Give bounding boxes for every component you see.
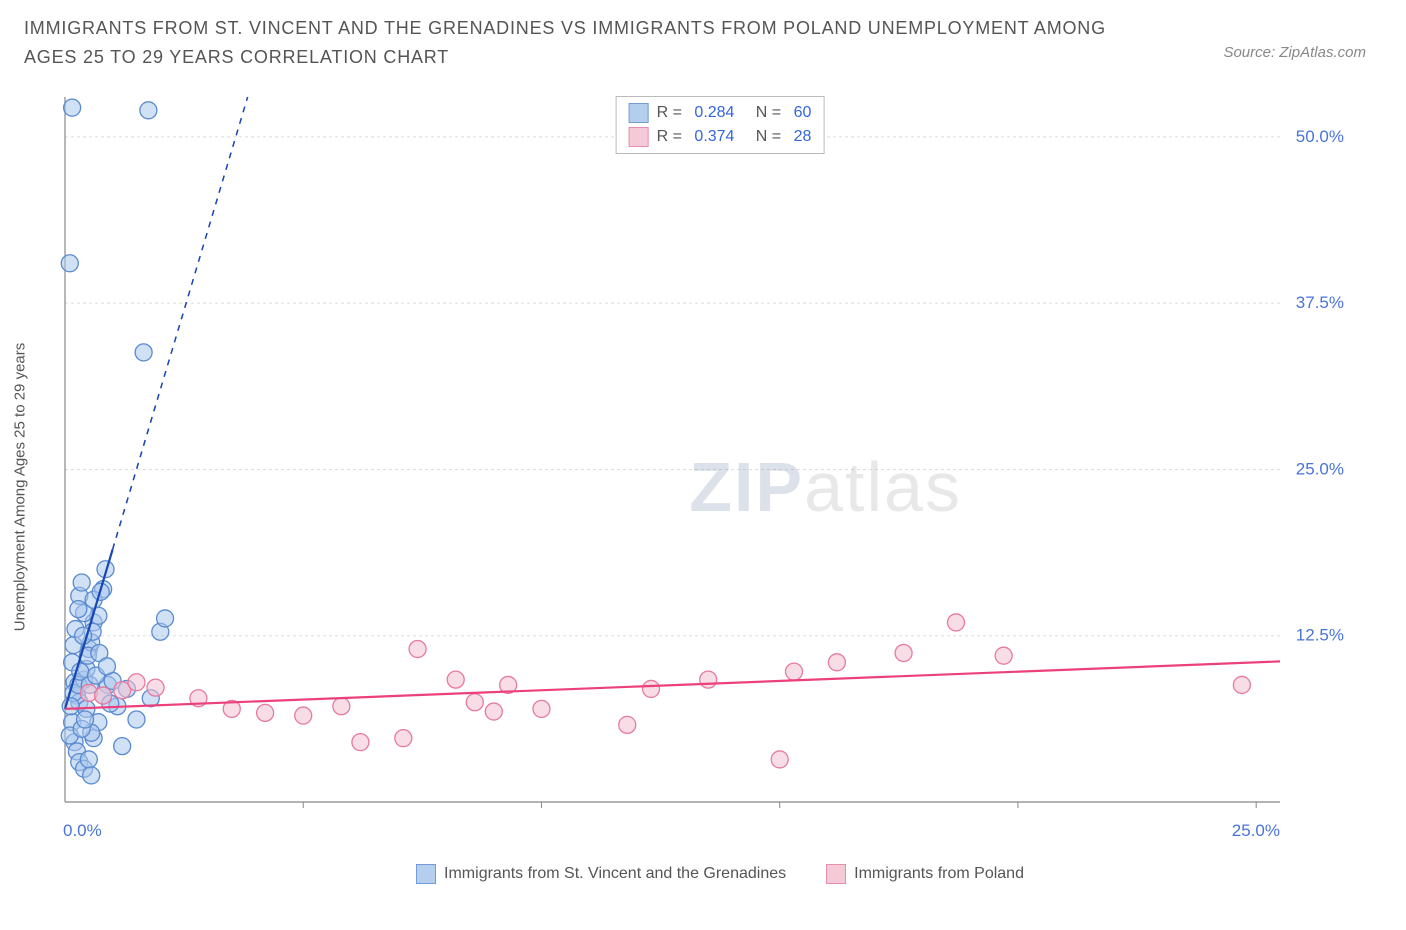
series-legend-item: Immigrants from St. Vincent and the Gren… <box>416 864 786 884</box>
svg-text:25.0%: 25.0% <box>1296 459 1344 478</box>
data-point <box>70 601 87 618</box>
chart-title: IMMIGRANTS FROM ST. VINCENT AND THE GREN… <box>24 14 1144 72</box>
data-point <box>135 344 152 361</box>
scatter-chart: Unemployment Among Ages 25 to 29 years Z… <box>60 92 1380 882</box>
data-point <box>533 700 550 717</box>
data-point <box>128 711 145 728</box>
legend-r-label: R = <box>657 101 687 125</box>
regression-line <box>65 661 1280 708</box>
data-point <box>466 694 483 711</box>
data-point <box>447 671 464 688</box>
data-point <box>1233 676 1250 693</box>
svg-text:0.0%: 0.0% <box>63 821 102 840</box>
legend-r-value: 0.284 <box>694 101 734 125</box>
data-point <box>895 645 912 662</box>
svg-text:50.0%: 50.0% <box>1296 127 1344 146</box>
data-point <box>95 687 112 704</box>
data-point <box>147 679 164 696</box>
data-point <box>140 102 157 119</box>
data-point <box>700 671 717 688</box>
legend-n-value: 28 <box>794 125 812 149</box>
legend-r-value: 0.374 <box>694 125 734 149</box>
data-point <box>257 704 274 721</box>
svg-text:37.5%: 37.5% <box>1296 293 1344 312</box>
data-point <box>295 707 312 724</box>
legend-swatch <box>416 864 436 884</box>
series-name: Immigrants from Poland <box>854 865 1024 883</box>
legend-swatch <box>629 127 649 147</box>
data-point <box>409 641 426 658</box>
legend-swatch <box>629 103 649 123</box>
data-point <box>80 751 97 768</box>
data-point <box>828 654 845 671</box>
data-point <box>333 698 350 715</box>
data-point <box>64 99 81 116</box>
legend-n-label: N = <box>742 125 785 149</box>
legend-n-value: 60 <box>794 101 812 125</box>
regression-line-extrapolated <box>113 97 248 549</box>
data-point <box>395 730 412 747</box>
svg-text:12.5%: 12.5% <box>1296 626 1344 645</box>
series-legend: Immigrants from St. Vincent and the Gren… <box>60 864 1380 884</box>
data-point <box>786 663 803 680</box>
svg-text:25.0%: 25.0% <box>1232 821 1280 840</box>
y-axis-label: Unemployment Among Ages 25 to 29 years <box>12 343 29 632</box>
series-legend-item: Immigrants from Poland <box>826 864 1024 884</box>
data-point <box>73 574 90 591</box>
data-point <box>61 255 78 272</box>
data-point <box>77 711 94 728</box>
data-point <box>771 751 788 768</box>
data-point <box>83 767 100 784</box>
legend-row: R = 0.284 N = 60 <box>629 101 812 125</box>
data-point <box>995 647 1012 664</box>
legend-r-label: R = <box>657 125 687 149</box>
data-point <box>948 614 965 631</box>
legend-row: R = 0.374 N = 28 <box>629 125 812 149</box>
data-point <box>157 610 174 627</box>
data-point <box>643 680 660 697</box>
plot-svg: 12.5% 25.0% 37.5% 50.0% 0.0% 25.0% <box>60 92 1350 842</box>
data-point <box>485 703 502 720</box>
data-point <box>619 716 636 733</box>
data-point <box>128 674 145 691</box>
data-point <box>352 734 369 751</box>
data-point <box>98 658 115 675</box>
series-name: Immigrants from St. Vincent and the Gren… <box>444 865 786 883</box>
data-point <box>114 738 131 755</box>
correlation-legend: R = 0.284 N = 60R = 0.374 N = 28 <box>616 96 825 154</box>
legend-swatch <box>826 864 846 884</box>
source-attribution: Source: ZipAtlas.com <box>1223 44 1366 61</box>
legend-n-label: N = <box>742 101 785 125</box>
